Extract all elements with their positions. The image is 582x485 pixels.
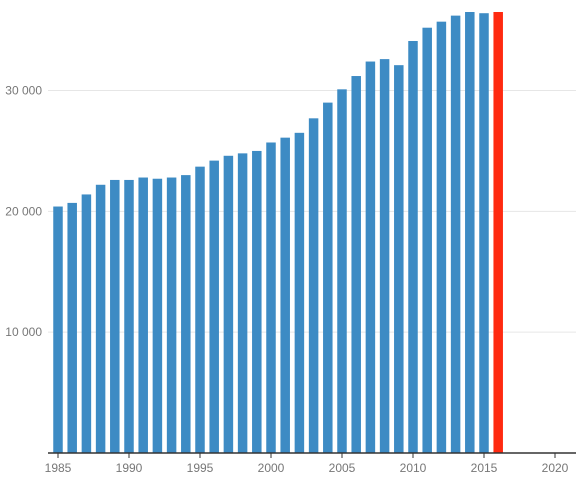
bar-1988: [95, 184, 106, 454]
x-tick-label: 2005: [329, 461, 356, 475]
x-tick-label: 2020: [542, 461, 569, 475]
bar-2011: [422, 27, 432, 454]
bar-1993: [166, 177, 177, 453]
bars: [53, 12, 503, 454]
bar-1985: [53, 206, 63, 453]
bar-2016: [493, 12, 503, 453]
bar-1997: [223, 155, 234, 453]
bar-1986: [67, 202, 77, 453]
bar-1998: [237, 153, 248, 454]
y-axis-tick-labels: 10 000 20 000 30 000: [5, 84, 42, 340]
y-tick-label: 10 000: [5, 325, 42, 339]
bar-2008: [379, 59, 390, 454]
bar-1994: [181, 175, 191, 453]
x-tick-label: 1985: [45, 461, 72, 475]
x-axis-tick-labels: 1985 1990 1995 2000 2005 2010 2015 2020: [45, 461, 569, 475]
bar-2002: [294, 132, 305, 454]
bar-2004: [323, 102, 333, 453]
bar-1999: [252, 150, 262, 454]
bar-1989: [110, 179, 120, 454]
bar-2012: [436, 21, 447, 454]
bar-2005: [337, 89, 347, 454]
bar-1991: [138, 177, 148, 453]
bar-1996: [209, 160, 219, 453]
x-tick-label: 1995: [187, 461, 214, 475]
bar-2010: [408, 40, 418, 454]
x-tick-label: 1990: [116, 461, 143, 475]
y-tick-label: 20 000: [5, 204, 42, 218]
bar-2006: [351, 76, 361, 453]
bar-2015: [479, 13, 489, 453]
bar-1987: [81, 194, 92, 453]
bar-2009: [394, 65, 404, 453]
bar-2007: [365, 61, 376, 453]
bar-1992: [152, 178, 163, 453]
bar-1995: [195, 166, 205, 454]
bar-1990: [124, 179, 134, 454]
x-tick-label: 2000: [258, 461, 285, 475]
x-tick-label: 2010: [400, 461, 427, 475]
bar-2000: [266, 142, 276, 453]
bar-2013: [450, 15, 461, 453]
bar-2003: [308, 118, 319, 453]
x-axis: [48, 452, 576, 458]
y-tick-label: 30 000: [5, 84, 42, 98]
bar-2014: [465, 12, 475, 453]
bar-2001: [280, 137, 290, 454]
x-tick-label: 2015: [471, 461, 498, 475]
